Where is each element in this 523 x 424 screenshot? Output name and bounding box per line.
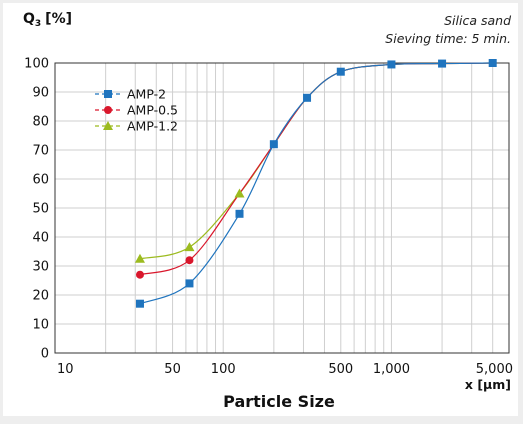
series-line-amp-2 [139, 62, 493, 305]
particle-size-chart: 0 10 20 30 40 50 60 70 80 90 100 10 50 100 500 1,000 5,… [23, 11, 513, 411]
legend-entry-amp-2: AMP-2 [95, 87, 166, 102]
x-tick-labels: 10 50 100 500 1,000 5,000 [57, 362, 513, 377]
legend-entry-amp-0-5: AMP-0.5 [95, 103, 178, 118]
data-point-amp-2 [488, 59, 497, 67]
x-tick-label: 500 [328, 362, 353, 377]
y-tick-label: 70 [32, 144, 49, 159]
y-axis-label: Q3 [%] [23, 11, 72, 29]
y-tick-label: 0 [41, 347, 49, 362]
x-tick-label: 50 [164, 362, 181, 377]
y-tick-label: 60 [32, 173, 49, 188]
series-markers [134, 59, 497, 308]
data-point-amp-1-2 [184, 242, 195, 252]
plot-area-border [54, 62, 510, 354]
data-point-amp-2 [135, 299, 144, 308]
data-point-amp-2 [185, 279, 194, 288]
y-axis-subscript: 3 [35, 19, 41, 29]
data-point-amp-2 [303, 93, 312, 102]
data-point-amp-2 [269, 140, 278, 149]
x-axis-title: Particle Size [223, 392, 335, 411]
y-tick-label: 50 [32, 202, 49, 217]
y-tick-label: 20 [32, 289, 49, 304]
x-tick-label: 10 [57, 362, 74, 377]
series-line-amp-0-5 [139, 62, 493, 276]
x-tick-label: 5,000 [476, 362, 513, 377]
y-tick-label: 90 [32, 86, 49, 101]
y-tick-labels: 0 10 20 30 40 50 60 70 80 90 100 [24, 57, 49, 362]
y-tick-label: 40 [32, 231, 49, 246]
annotation-material: Silica sand [444, 13, 511, 28]
legend-entry-amp-1-2: AMP-1.2 [95, 119, 178, 134]
legend-label: AMP-2 [127, 87, 166, 102]
data-point-amp-0-5 [135, 270, 144, 279]
x-tick-label: 1,000 [373, 362, 410, 377]
y-axis-unit: [%] [45, 11, 72, 27]
y-tick-label: 80 [32, 115, 49, 130]
series-curves [139, 62, 493, 305]
data-point-amp-1-2 [134, 253, 145, 263]
data-point-amp-0-5 [185, 256, 194, 265]
data-point-amp-2 [438, 59, 447, 68]
legend-label: AMP-1.2 [127, 119, 178, 134]
y-tick-label: 10 [32, 318, 49, 333]
x-axis-unit: x [µm] [465, 377, 511, 392]
legend-marker [104, 106, 112, 114]
data-point-amp-2 [235, 209, 244, 218]
data-point-amp-1-2 [234, 188, 245, 198]
legend-label: AMP-0.5 [127, 103, 178, 118]
annotation-sieving-time: Sieving time: 5 min. [385, 31, 511, 46]
y-axis-symbol: Q [23, 11, 35, 27]
y-tick-label: 100 [24, 57, 49, 72]
x-tick-label: 100 [211, 362, 236, 377]
data-point-amp-2 [336, 67, 345, 76]
grid [55, 63, 509, 353]
legend-marker [104, 90, 112, 98]
y-tick-label: 30 [32, 260, 49, 275]
data-point-amp-2 [387, 60, 396, 69]
chart-frame: 0 10 20 30 40 50 60 70 80 90 100 10 50 100 500 1,000 5,… [3, 3, 518, 416]
legend-marker [103, 121, 113, 130]
